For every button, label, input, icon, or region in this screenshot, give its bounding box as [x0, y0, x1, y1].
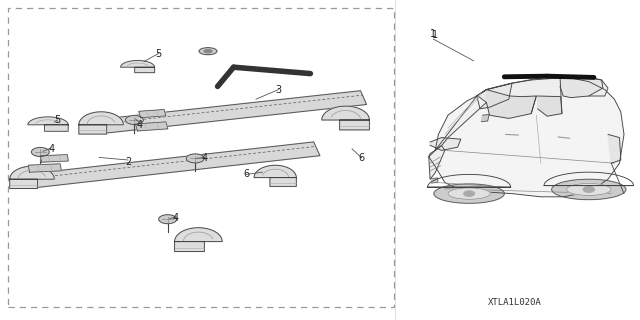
- Polygon shape: [10, 166, 54, 188]
- Polygon shape: [28, 117, 68, 131]
- Text: XTLA1L020A: XTLA1L020A: [488, 298, 542, 307]
- Polygon shape: [430, 138, 461, 150]
- Polygon shape: [40, 155, 68, 162]
- Text: 4: 4: [48, 144, 54, 154]
- Polygon shape: [175, 228, 222, 252]
- Polygon shape: [477, 83, 512, 109]
- Text: 5: 5: [54, 115, 61, 125]
- Text: 3: 3: [275, 84, 282, 95]
- Text: 6: 6: [358, 153, 365, 164]
- Text: 2: 2: [125, 156, 131, 167]
- Text: 5: 5: [156, 49, 162, 60]
- Ellipse shape: [448, 188, 490, 199]
- Circle shape: [464, 191, 474, 196]
- Polygon shape: [608, 134, 621, 163]
- Circle shape: [125, 116, 143, 124]
- Polygon shape: [254, 165, 296, 186]
- Polygon shape: [136, 122, 168, 131]
- Polygon shape: [139, 109, 166, 118]
- Polygon shape: [120, 60, 155, 73]
- Circle shape: [31, 148, 49, 156]
- Polygon shape: [429, 78, 624, 197]
- Polygon shape: [435, 96, 486, 150]
- Polygon shape: [538, 96, 562, 116]
- Text: 1: 1: [430, 28, 436, 39]
- Polygon shape: [560, 76, 603, 98]
- Polygon shape: [29, 142, 320, 188]
- Polygon shape: [79, 112, 124, 134]
- Bar: [8, 8, 394, 307]
- Ellipse shape: [552, 179, 626, 200]
- Polygon shape: [429, 146, 445, 179]
- Polygon shape: [322, 106, 369, 130]
- Text: 1: 1: [432, 30, 438, 40]
- Ellipse shape: [566, 183, 611, 196]
- Ellipse shape: [434, 184, 504, 203]
- Polygon shape: [477, 76, 608, 96]
- Polygon shape: [98, 91, 367, 133]
- Circle shape: [159, 215, 177, 224]
- Text: 4: 4: [136, 120, 143, 130]
- Text: 4: 4: [202, 153, 208, 164]
- Text: 6: 6: [243, 169, 250, 180]
- Polygon shape: [481, 115, 489, 122]
- Polygon shape: [28, 164, 61, 172]
- Circle shape: [186, 154, 204, 163]
- Polygon shape: [431, 178, 438, 183]
- Circle shape: [583, 187, 595, 192]
- Ellipse shape: [204, 50, 212, 53]
- Polygon shape: [486, 90, 536, 118]
- Text: 4: 4: [173, 212, 179, 223]
- Ellipse shape: [199, 48, 217, 55]
